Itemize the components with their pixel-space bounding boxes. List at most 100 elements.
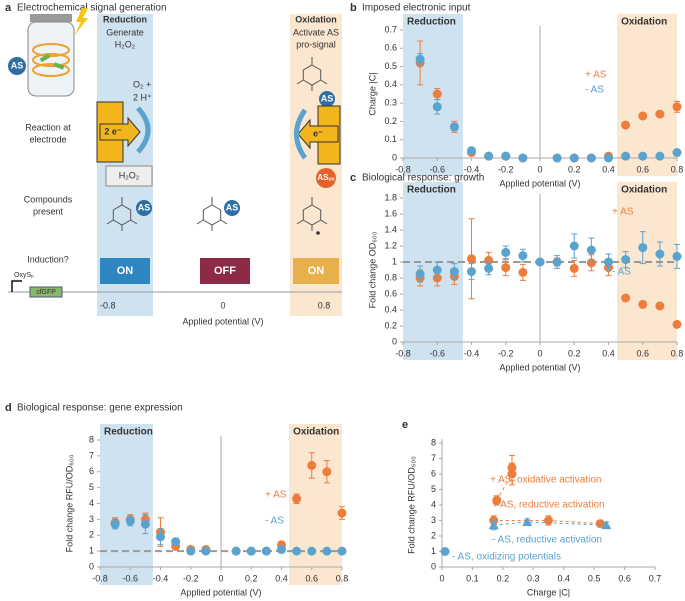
y-tick-label: 0.8 bbox=[384, 272, 397, 282]
x-tick-label: 0.3 bbox=[527, 573, 540, 583]
region-label: Reduction bbox=[407, 17, 456, 28]
point bbox=[415, 269, 425, 279]
axis-label: 0.8 bbox=[318, 300, 331, 310]
y-tick-label: 2 bbox=[89, 530, 94, 540]
point bbox=[467, 146, 476, 156]
molecule bbox=[196, 196, 228, 232]
state-box bbox=[293, 258, 339, 284]
y-tick-label: 0.2 bbox=[384, 320, 397, 330]
y-tick-label: 0.4 bbox=[384, 79, 397, 89]
state-label: OFF bbox=[214, 265, 236, 277]
series-label: + AS bbox=[265, 490, 287, 501]
x-tick-label: 0.8 bbox=[671, 348, 684, 358]
axis-label: 0 bbox=[220, 300, 225, 310]
point bbox=[322, 467, 332, 477]
point bbox=[586, 258, 596, 268]
region-label: Oxidation bbox=[293, 427, 339, 438]
point bbox=[322, 546, 332, 556]
row-label: Reaction at bbox=[25, 122, 71, 132]
x-tick-label: -0.8 bbox=[395, 348, 411, 358]
badge: AS bbox=[226, 202, 239, 212]
x-tick-label: 0.2 bbox=[568, 348, 581, 358]
y-tick-label: 0.6 bbox=[384, 43, 397, 53]
region-label: Reduction bbox=[407, 185, 456, 196]
point bbox=[467, 254, 476, 264]
y-tick-label: 0.3 bbox=[384, 98, 397, 108]
y-tick-label: 0 bbox=[392, 152, 397, 162]
series-line bbox=[493, 521, 607, 526]
region bbox=[100, 424, 153, 585]
y-tick-label: 8 bbox=[431, 437, 436, 447]
y-tick-label: 1 bbox=[392, 256, 397, 266]
point bbox=[604, 257, 613, 267]
point bbox=[484, 263, 494, 273]
point bbox=[672, 319, 682, 329]
panel-title: Biological response: gene expression bbox=[17, 403, 183, 414]
x-tick-label: 0.4 bbox=[602, 348, 615, 358]
y-tick-label: 7 bbox=[431, 453, 436, 463]
point bbox=[621, 151, 631, 161]
point bbox=[140, 519, 150, 529]
series-label: + AS bbox=[612, 207, 634, 218]
curved-arrow bbox=[136, 106, 151, 154]
point bbox=[655, 151, 665, 161]
compound-box bbox=[105, 165, 153, 187]
panel-letter: b bbox=[350, 2, 357, 14]
series-label: - AS bbox=[585, 85, 604, 96]
heading-line: pro-signal bbox=[296, 39, 336, 49]
x-tick-label: 0.6 bbox=[636, 348, 649, 358]
point bbox=[337, 508, 347, 518]
point bbox=[261, 546, 271, 556]
point bbox=[638, 299, 648, 309]
panel-letter: c bbox=[350, 172, 356, 184]
point bbox=[595, 519, 605, 529]
point bbox=[171, 537, 181, 547]
state-box bbox=[200, 258, 250, 284]
heading: Reduction bbox=[103, 14, 147, 24]
x-axis-label: Applied potential (V) bbox=[499, 362, 580, 372]
point bbox=[655, 301, 665, 311]
point bbox=[488, 520, 499, 530]
series-label: - AS bbox=[265, 516, 284, 527]
x-tick-label: 0.2 bbox=[497, 573, 510, 583]
x-tick-label: 0.7 bbox=[649, 573, 662, 583]
x-tick-label: 0.4 bbox=[602, 164, 615, 174]
x-tick-label: -0.2 bbox=[498, 348, 514, 358]
badge: AS bbox=[321, 93, 334, 103]
point bbox=[432, 89, 442, 99]
y-tick-label: 4 bbox=[431, 499, 436, 509]
point bbox=[246, 546, 256, 556]
point bbox=[277, 545, 286, 555]
y-tick-label: 0.5 bbox=[384, 61, 397, 71]
product: O₂ + bbox=[133, 79, 151, 89]
region-label: Oxidation bbox=[621, 185, 667, 196]
y-tick-label: 3 bbox=[89, 514, 94, 524]
point bbox=[484, 151, 494, 161]
y-axis-label: Fold change RFU/OD₆₀₀ bbox=[64, 454, 74, 552]
heading-line: H₂O₂ bbox=[115, 39, 136, 49]
x-tick-label: 0.1 bbox=[466, 573, 479, 583]
panel-d: Reduction Oxidation d Biological response: … bbox=[5, 402, 348, 597]
point bbox=[552, 257, 562, 267]
x-tick-label: 0.4 bbox=[557, 573, 570, 583]
x-axis-label: Charge |C| bbox=[527, 587, 570, 597]
point bbox=[638, 243, 648, 253]
x-tick-label: 0.2 bbox=[568, 164, 581, 174]
panel-b: Reduction Oxidation b Imposed electronic in… bbox=[350, 2, 683, 188]
y-tick-label: 0.2 bbox=[384, 116, 397, 126]
y-axis-label: Fold change OD₆₀₀ bbox=[367, 231, 377, 308]
point bbox=[655, 109, 665, 119]
badge-circle bbox=[319, 91, 335, 107]
row-label: present bbox=[33, 206, 64, 216]
y-tick-label: 0.6 bbox=[384, 288, 397, 298]
point bbox=[672, 251, 682, 261]
x-tick-label: -0.6 bbox=[122, 573, 138, 583]
state-box bbox=[100, 258, 150, 284]
point bbox=[484, 255, 494, 265]
panel-c: Reduction Oxidation c Biological response: … bbox=[350, 172, 683, 372]
point bbox=[492, 495, 502, 505]
point bbox=[415, 54, 425, 64]
series-label: - AS, oxidizing potentials bbox=[452, 552, 561, 563]
point bbox=[638, 151, 648, 161]
point bbox=[231, 546, 241, 556]
